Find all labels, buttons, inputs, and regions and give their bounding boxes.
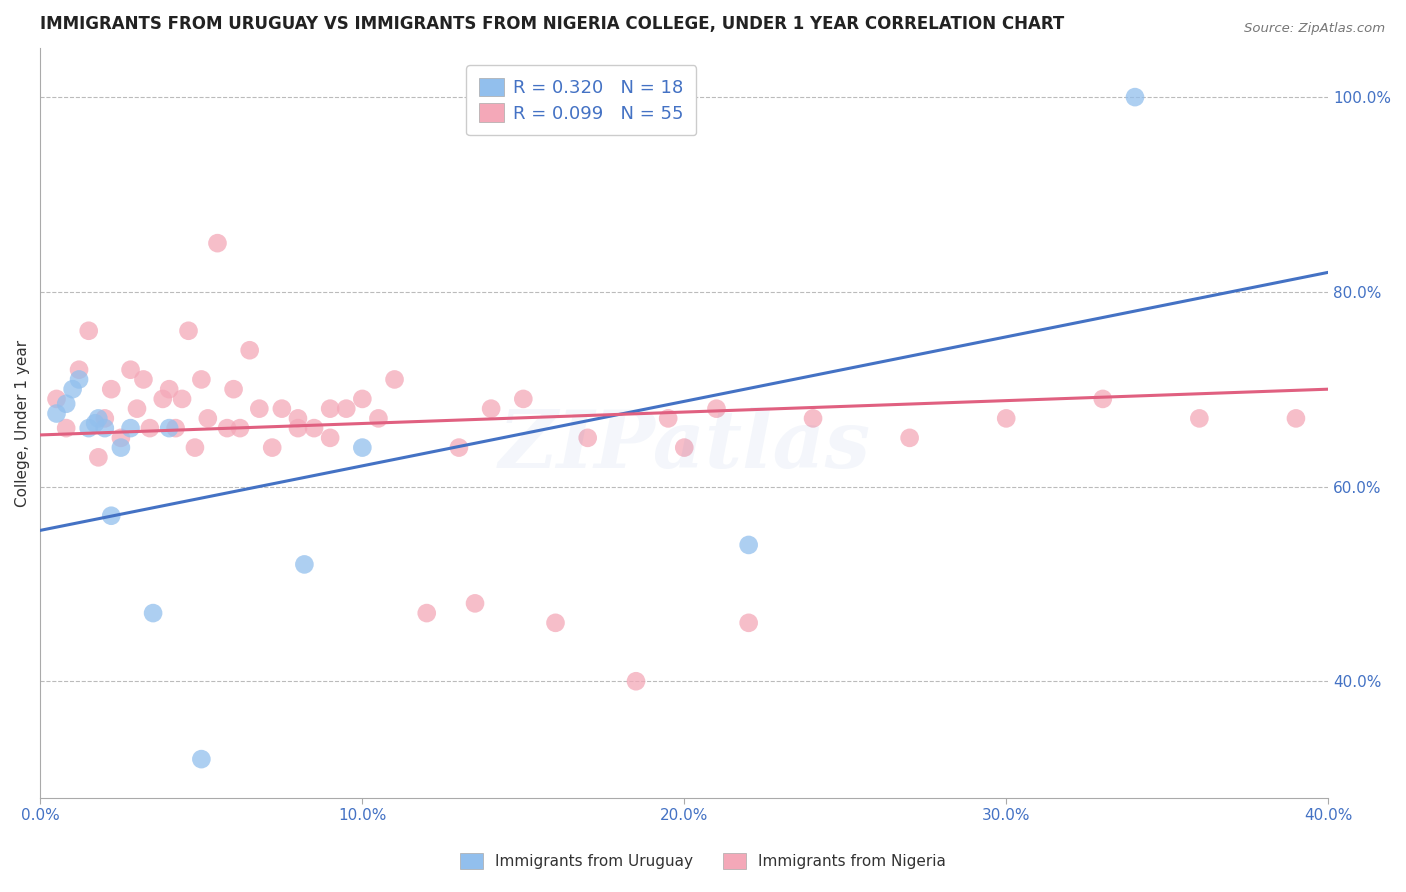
Point [184,441,207,455]
Point [45,392,67,406]
Point [706,401,728,416]
Point [262,441,284,455]
Point [67,362,90,376]
Text: Source: ZipAtlas.com: Source: ZipAtlas.com [1244,22,1385,36]
Point [287,411,309,425]
Point [55,397,77,411]
Point [673,441,696,455]
Point [84,416,107,430]
Point [352,392,374,406]
Point [464,596,486,610]
Point [319,431,342,445]
Point [1091,392,1114,406]
Point [416,606,439,620]
Point [247,401,270,416]
Point [190,752,212,766]
Point [77,324,100,338]
Point [77,421,100,435]
Point [45,407,67,421]
Point [120,362,142,376]
Point [110,441,132,455]
Point [294,558,316,572]
Point [447,441,470,455]
Point [737,538,759,552]
Point [217,421,239,435]
Point [55,421,77,435]
Point [512,392,534,406]
Point [87,411,110,425]
Point [94,411,117,425]
Point [67,372,90,386]
Point [737,615,759,630]
Legend: Immigrants from Uruguay, Immigrants from Nigeria: Immigrants from Uruguay, Immigrants from… [454,847,952,875]
Point [94,421,117,435]
Point [1285,411,1308,425]
Point [479,401,502,416]
Point [197,411,219,425]
Point [801,411,824,425]
Point [367,411,389,425]
Point [157,421,180,435]
Point [302,421,325,435]
Point [110,431,132,445]
Point [139,421,162,435]
Point [319,401,342,416]
Text: IMMIGRANTS FROM URUGUAY VS IMMIGRANTS FROM NIGERIA COLLEGE, UNDER 1 YEAR CORRELA: IMMIGRANTS FROM URUGUAY VS IMMIGRANTS FR… [41,15,1064,33]
Point [157,382,180,396]
Point [229,421,252,435]
Point [624,674,647,689]
Point [100,508,122,523]
Point [335,401,357,416]
Y-axis label: College, Under 1 year: College, Under 1 year [15,340,30,507]
Point [352,441,374,455]
Point [170,392,193,406]
Legend: R = 0.320   N = 18, R = 0.099   N = 55: R = 0.320 N = 18, R = 0.099 N = 55 [467,65,696,136]
Point [576,431,599,445]
Point [270,401,292,416]
Text: ZIPatlas: ZIPatlas [498,407,870,484]
Point [544,615,567,630]
Point [222,382,245,396]
Point [207,236,229,251]
Point [62,382,84,396]
Point [657,411,679,425]
Point [132,372,155,386]
Point [995,411,1018,425]
Point [177,324,200,338]
Point [1123,90,1146,104]
Point [87,450,110,465]
Point [120,421,142,435]
Point [239,343,262,358]
Point [190,372,212,386]
Point [165,421,187,435]
Point [142,606,165,620]
Point [1188,411,1211,425]
Point [152,392,174,406]
Point [125,401,148,416]
Point [898,431,921,445]
Point [287,421,309,435]
Point [384,372,406,386]
Point [100,382,122,396]
